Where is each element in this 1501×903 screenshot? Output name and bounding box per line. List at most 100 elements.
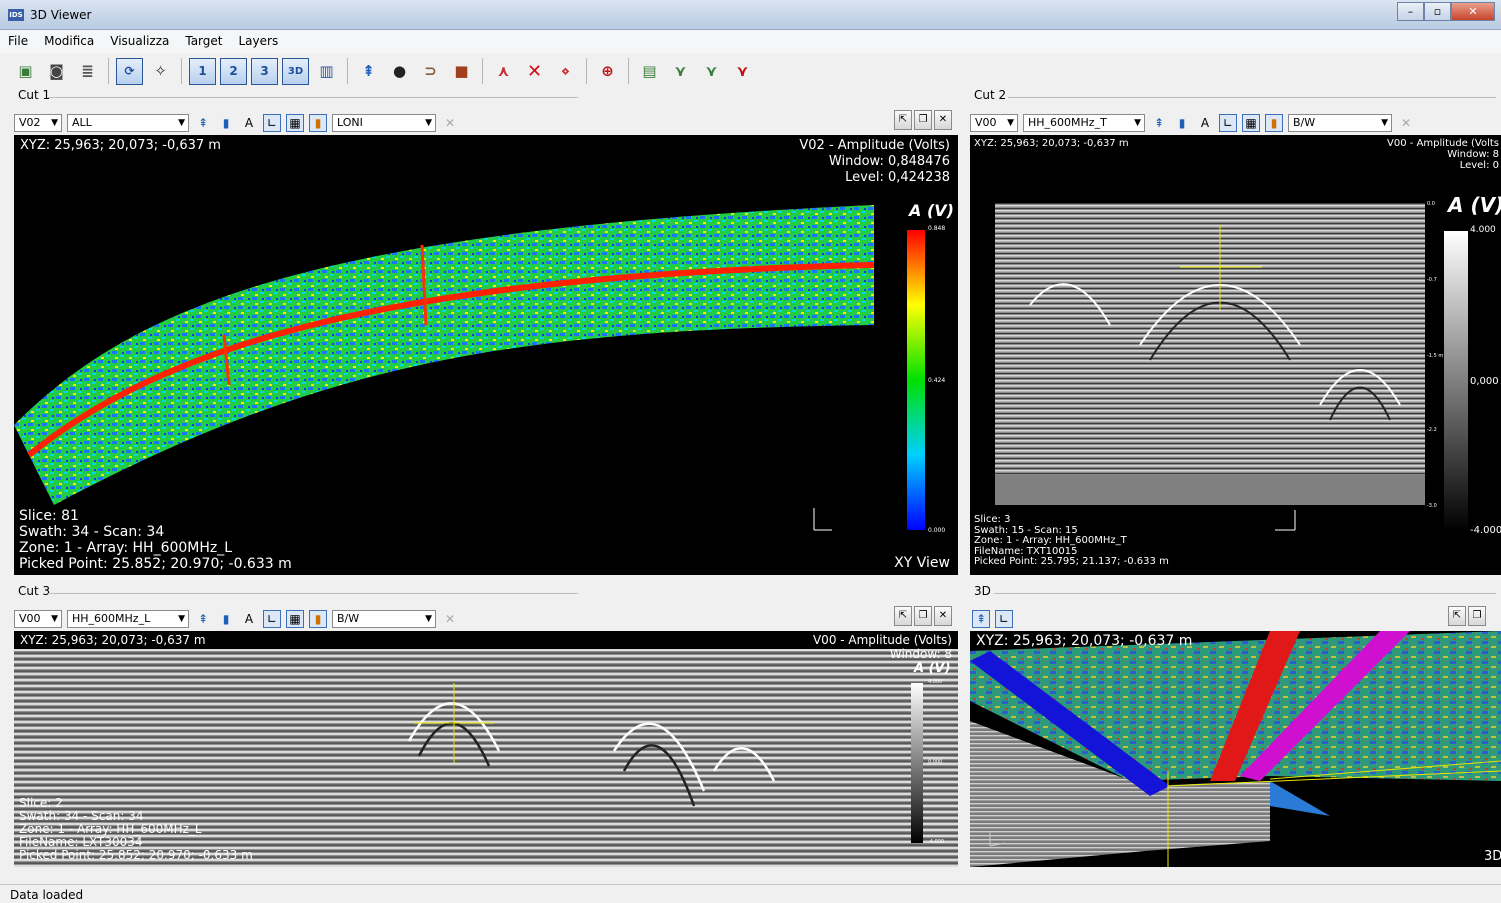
window-controls: – ▫ ✕ bbox=[1397, 2, 1495, 22]
view-1-button[interactable]: 1 bbox=[189, 57, 216, 85]
menu-file[interactable]: File bbox=[8, 34, 29, 48]
cut1-swath-line: Swath: 34 - Scan: 34 bbox=[19, 524, 165, 540]
cut2-channel-select[interactable]: V00 ▼ bbox=[970, 114, 1018, 132]
main-toolbar: ▣ ◙ ≣ ⟳ ✧ 1 2 3 3D ▥ ⇞ ● ⊃ ■ ⋏ ✕ ⋄ ⊕ ▤ ⋎… bbox=[0, 53, 1501, 89]
marker-icon[interactable]: ⊕ bbox=[601, 62, 614, 80]
cut3-divider bbox=[48, 593, 578, 594]
cut2-depth-tick: -3.0 bbox=[1427, 503, 1437, 509]
view3d-pipe-red bbox=[1210, 631, 1300, 781]
maximize-button[interactable]: ▫ bbox=[1424, 2, 1451, 21]
grid-icon[interactable]: ▦ bbox=[1242, 114, 1260, 132]
text-icon[interactable]: A bbox=[244, 116, 254, 130]
menu-target[interactable]: Target bbox=[185, 34, 223, 48]
text-icon[interactable]: A bbox=[1200, 116, 1210, 130]
view-3-button[interactable]: 3 bbox=[251, 57, 278, 85]
bar-icon[interactable]: ▮ bbox=[222, 116, 230, 130]
view3d-scene[interactable]: XYZ: 25,963; 20,073; -0,637 m 3D bbox=[970, 631, 1501, 867]
colorbar-icon[interactable]: ▮ bbox=[309, 610, 327, 628]
close-panel-icon[interactable]: ✕ bbox=[934, 606, 952, 626]
clear-icon[interactable]: ✕ bbox=[444, 612, 456, 626]
cut1-channel-select[interactable]: V02 ▼ bbox=[14, 114, 62, 132]
map-icon[interactable]: ▥ bbox=[319, 62, 334, 80]
cut3-zone-line: Zone: 1 - Array: HH_600MHz_L bbox=[19, 822, 202, 836]
disk-icon[interactable]: ● bbox=[392, 62, 407, 80]
add-target-icon[interactable]: ⋎ bbox=[674, 62, 687, 80]
view3d-canvas bbox=[970, 631, 1501, 867]
remove-target-icon[interactable]: ⋎ bbox=[736, 62, 749, 80]
pick-icon[interactable]: ⇞ bbox=[972, 610, 990, 628]
cut3-header-info: V00 - Amplitude (Volts) Window: 8 bbox=[813, 633, 952, 661]
edit-target-icon[interactable]: ⋎ bbox=[705, 62, 718, 80]
import-icon[interactable]: ▣ bbox=[18, 62, 33, 80]
chevron-down-icon: ▼ bbox=[425, 118, 432, 128]
cut2-slice-info: Slice: 3 Swath: 15 - Scan: 15 Zone: 1 - … bbox=[974, 514, 1169, 568]
menu-modifica[interactable]: Modifica bbox=[44, 34, 95, 48]
restore-icon[interactable]: ❐ bbox=[1468, 606, 1486, 626]
pick-icon[interactable]: ⇞ bbox=[362, 62, 375, 80]
view3d-controls: ⇞ ∟ bbox=[972, 608, 1013, 630]
cut3-radargram-view[interactable]: XYZ: 25,963; 20,073; -0,637 m V00 - Ampl… bbox=[14, 631, 958, 867]
view-2-button[interactable]: 2 bbox=[220, 57, 247, 85]
polyline-icon[interactable]: ⋏ bbox=[497, 62, 510, 80]
colorbar-icon[interactable]: ▮ bbox=[1265, 114, 1283, 132]
camera-icon[interactable]: ◙ bbox=[49, 62, 64, 80]
stack-icon[interactable]: ▤ bbox=[642, 62, 657, 80]
path-icon[interactable]: ⋄ bbox=[560, 62, 571, 80]
cut3-channel-select[interactable]: V00 ▼ bbox=[14, 610, 62, 628]
cut1-xy-view[interactable]: XYZ: 25,963; 20,073; -0,637 m V02 - Ampl… bbox=[14, 135, 958, 575]
clear-icon[interactable]: ✕ bbox=[444, 116, 456, 130]
layers-icon[interactable]: ≣ bbox=[81, 62, 94, 80]
cut2-array-select[interactable]: HH_600MHz_T ▼ bbox=[1023, 114, 1145, 132]
axis-icon[interactable]: ∟ bbox=[263, 114, 281, 132]
pick-icon[interactable]: ⇞ bbox=[1153, 116, 1165, 130]
menu-layers[interactable]: Layers bbox=[238, 34, 279, 48]
survey-swath bbox=[14, 205, 874, 505]
bar-icon[interactable]: ▮ bbox=[1178, 116, 1186, 130]
export-icon[interactable]: ⇱ bbox=[894, 606, 912, 626]
view3d-xyz-readout: XYZ: 25,963; 20,073; -0,637 m bbox=[976, 633, 1193, 649]
cut3-scale-min: -4.000 bbox=[928, 839, 945, 845]
cut1-axis-icon bbox=[813, 508, 832, 531]
cut1-palette-value: LONI bbox=[337, 116, 363, 129]
colorbar-icon[interactable]: ▮ bbox=[309, 114, 327, 132]
export-icon[interactable]: ⇱ bbox=[1448, 606, 1466, 626]
export-icon[interactable]: ⇱ bbox=[894, 110, 912, 130]
close-panel-icon[interactable]: ✕ bbox=[934, 110, 952, 130]
move-icon[interactable]: ✧ bbox=[154, 62, 167, 80]
cube-icon[interactable]: ■ bbox=[454, 62, 469, 80]
cut1-palette-select[interactable]: LONI ▼ bbox=[332, 114, 436, 132]
cut2-palette-select[interactable]: B/W ▼ bbox=[1288, 114, 1392, 132]
pipe-icon[interactable]: ⊃ bbox=[424, 62, 437, 80]
cut3-picked-point: Picked Point: 25.852; 20.970; -0.633 m bbox=[19, 848, 253, 862]
cut2-slice-line: Slice: 3 bbox=[974, 514, 1011, 525]
bar-icon[interactable]: ▮ bbox=[222, 612, 230, 626]
cut1-scale-min: 0.000 bbox=[928, 527, 946, 534]
pick-icon[interactable]: ⇞ bbox=[197, 116, 209, 130]
text-icon[interactable]: A bbox=[244, 612, 254, 626]
clear-icon[interactable]: ✕ bbox=[1400, 116, 1412, 130]
axis-icon[interactable]: ∟ bbox=[1219, 114, 1237, 132]
cut1-level: Level: 0,424238 bbox=[845, 170, 950, 185]
cut2-level: Level: 0 bbox=[1459, 160, 1499, 171]
cut2-scale-mid: 0,000 bbox=[1470, 376, 1499, 387]
cut1-array-select[interactable]: ALL ▼ bbox=[67, 114, 189, 132]
pick-icon[interactable]: ⇞ bbox=[197, 612, 209, 626]
menu-visualizza[interactable]: Visualizza bbox=[110, 34, 170, 48]
cut3-palette-select[interactable]: B/W ▼ bbox=[332, 610, 436, 628]
chevron-down-icon: ▼ bbox=[1381, 118, 1388, 128]
grid-icon[interactable]: ▦ bbox=[286, 114, 304, 132]
view3d-divider bbox=[994, 593, 1496, 594]
minimize-button[interactable]: – bbox=[1397, 2, 1424, 21]
cut3-array-select[interactable]: HH_600MHz_L ▼ bbox=[67, 610, 189, 628]
rotate-icon[interactable]: ⟳ bbox=[116, 57, 143, 85]
cut2-radargram-view[interactable]: XYZ: 25,963; 20,073; -0,637 m V00 - Ampl… bbox=[970, 135, 1501, 575]
restore-icon[interactable]: ❐ bbox=[914, 110, 932, 130]
view-3d-button[interactable]: 3D bbox=[282, 57, 309, 85]
grid-icon[interactable]: ▦ bbox=[286, 610, 304, 628]
close-button[interactable]: ✕ bbox=[1451, 2, 1495, 21]
axis-icon[interactable]: ∟ bbox=[263, 610, 281, 628]
restore-icon[interactable]: ❐ bbox=[914, 606, 932, 626]
delete-icon[interactable]: ✕ bbox=[526, 60, 543, 82]
axis-icon[interactable]: ∟ bbox=[995, 610, 1013, 628]
cut1-title: V02 - Amplitude (Volts) bbox=[799, 138, 950, 153]
